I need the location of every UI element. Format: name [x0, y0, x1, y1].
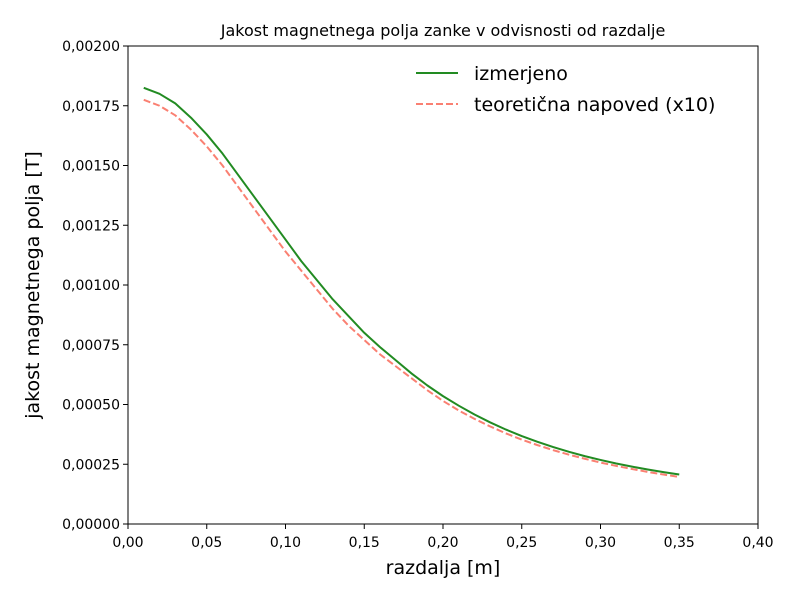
y-tick-label: 0,00150: [62, 159, 120, 175]
x-tick-label: 0,35: [664, 535, 695, 551]
y-tick-label: 0,00000: [62, 517, 120, 533]
series-line-0: [143, 86, 680, 476]
x-tick-label: 0,15: [349, 535, 380, 551]
y-tick-label: 0,00050: [62, 398, 120, 414]
plot-lines: [143, 86, 680, 478]
y-tick-label: 0,00200: [62, 39, 120, 55]
legend: izmerjeno teoretična napoved (x10): [416, 63, 715, 116]
x-axis-ticks: 0,00 0,05 0,10 0,15 0,20 0,25 0,30 0,35 0,40: [112, 524, 774, 551]
y-tick-label: 0,00075: [62, 338, 120, 354]
y-tick-label: 0,00125: [62, 218, 120, 234]
x-tick-label: 0,25: [506, 535, 537, 551]
x-tick-label: 0,20: [427, 535, 458, 551]
x-tick-label: 0,10: [270, 535, 301, 551]
x-axis-label: razdalja [m]: [386, 557, 501, 579]
x-tick-label: 0,30: [585, 535, 616, 551]
y-axis-label: jakost magnetnega polja [T]: [22, 151, 44, 419]
x-tick-label: 0,00: [112, 535, 143, 551]
legend-label-izmerjeno: izmerjeno: [474, 63, 568, 85]
y-axis-ticks: 0,00000 0,00025 0,00050 0,00075 0,00100 0,001…: [62, 39, 128, 533]
y-tick-label: 0,00025: [62, 457, 120, 473]
x-tick-label: 0,40: [742, 535, 773, 551]
legend-label-teoreticna: teoretična napoved (x10): [474, 94, 715, 116]
x-tick-label: 0,05: [191, 535, 222, 551]
y-tick-label: 0,00100: [62, 278, 120, 294]
chart-title: Jakost magnetnega polja zanke v odvisnos…: [220, 21, 666, 40]
series-line-1: [143, 98, 680, 478]
y-tick-label: 0,00175: [62, 99, 120, 115]
